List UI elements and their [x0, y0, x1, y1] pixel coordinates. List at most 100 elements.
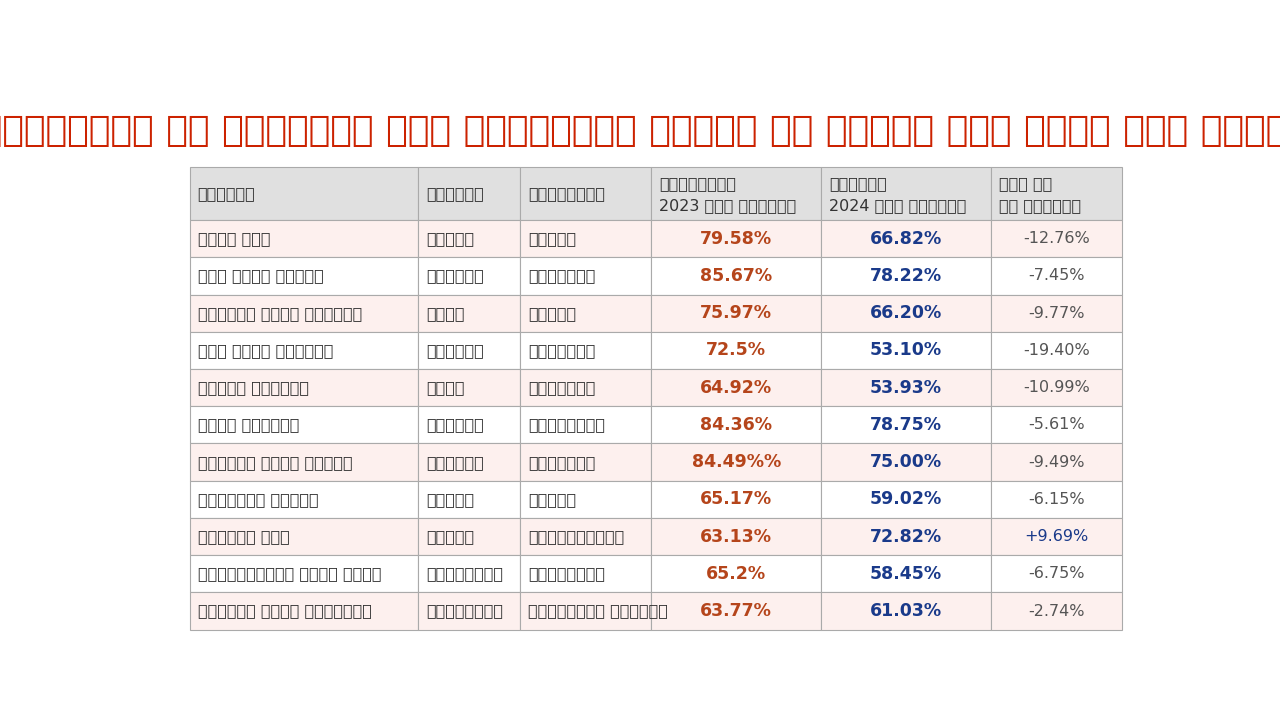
- Bar: [652, 406, 822, 444]
- Text: लोकसभा: लोकसभा: [426, 186, 484, 201]
- Bar: [822, 369, 991, 406]
- Text: गोविंदपुरा: गोविंदपुरा: [527, 529, 625, 544]
- Bar: [189, 444, 419, 481]
- Text: लोकसभा: लोकसभा: [829, 176, 887, 192]
- Text: विश्वास सारंग: विश्वास सारंग: [197, 492, 319, 507]
- Bar: [991, 369, 1123, 406]
- Text: 64.92%: 64.92%: [700, 379, 772, 397]
- Text: ग्वालियर: ग्वालियर: [426, 567, 503, 581]
- Text: प्रद्युम्न सिंह तोमर: प्रद्युम्न सिंह तोमर: [197, 567, 381, 581]
- Bar: [520, 593, 652, 630]
- Text: भिंड: भिंड: [426, 380, 465, 395]
- Text: 85.67%: 85.67%: [700, 267, 772, 285]
- Bar: [652, 369, 822, 406]
- Text: 75.97%: 75.97%: [700, 304, 772, 322]
- Text: -2.74%: -2.74%: [1028, 603, 1085, 618]
- Text: इच्छावर: इच्छावर: [527, 269, 595, 284]
- Bar: [991, 518, 1123, 555]
- Bar: [520, 220, 652, 257]
- Bar: [419, 369, 520, 406]
- Bar: [652, 444, 822, 481]
- Text: ग्वालियर: ग्वालियर: [527, 567, 605, 581]
- Bar: [520, 332, 652, 369]
- Text: 65.2%: 65.2%: [707, 565, 767, 583]
- Bar: [189, 593, 419, 630]
- Bar: [419, 220, 520, 257]
- Bar: [652, 167, 822, 220]
- Text: 61.03%: 61.03%: [870, 602, 942, 620]
- Bar: [991, 257, 1123, 294]
- Bar: [822, 220, 991, 257]
- Text: 66.20%: 66.20%: [870, 304, 942, 322]
- Bar: [991, 332, 1123, 369]
- Bar: [991, 294, 1123, 332]
- Text: बैतूल: बैतूल: [426, 231, 474, 246]
- Text: सारंगपुर: सारंगपुर: [527, 418, 605, 433]
- Bar: [991, 593, 1123, 630]
- Bar: [189, 167, 419, 220]
- Bar: [652, 481, 822, 518]
- Text: मुरैना: मुरैना: [426, 343, 484, 358]
- Text: 84.49%%: 84.49%%: [691, 453, 781, 471]
- Text: -9.77%: -9.77%: [1028, 305, 1085, 320]
- Bar: [822, 518, 991, 555]
- Bar: [991, 481, 1123, 518]
- Bar: [520, 406, 652, 444]
- Bar: [822, 257, 991, 294]
- Text: -7.45%: -7.45%: [1028, 269, 1085, 284]
- Text: एदल सिंह कंषाना: एदल सिंह कंषाना: [197, 343, 333, 358]
- Text: विजय शाह: विजय शाह: [197, 231, 270, 246]
- Bar: [419, 555, 520, 593]
- Text: नारायण सिंह पंवार: नारायण सिंह पंवार: [197, 454, 352, 469]
- Bar: [822, 406, 991, 444]
- Text: -12.76%: -12.76%: [1023, 231, 1091, 246]
- Bar: [189, 332, 419, 369]
- Text: 65.17%: 65.17%: [700, 490, 772, 508]
- Text: मेहगांव: मेहगांव: [527, 380, 595, 395]
- Text: भोपाल: भोपाल: [426, 529, 474, 544]
- Text: विधानसभा: विधानसभा: [659, 176, 736, 192]
- Bar: [189, 481, 419, 518]
- Bar: [189, 369, 419, 406]
- Bar: [991, 406, 1123, 444]
- Text: 2023 में वोटिंग: 2023 में वोटिंग: [659, 197, 796, 212]
- Text: ब्यावरा: ब्यावरा: [527, 454, 595, 469]
- Bar: [520, 369, 652, 406]
- Bar: [520, 444, 652, 481]
- Bar: [822, 555, 991, 593]
- Bar: [520, 481, 652, 518]
- Text: ग्वालियर: ग्वालियर: [426, 603, 503, 618]
- Text: 72.82%: 72.82%: [870, 528, 942, 546]
- Bar: [991, 167, 1123, 220]
- Text: भोपाल: भोपाल: [426, 492, 474, 507]
- Bar: [991, 444, 1123, 481]
- Text: 53.10%: 53.10%: [870, 341, 942, 359]
- Text: सुरखी: सुरखी: [527, 305, 576, 320]
- Bar: [520, 167, 652, 220]
- Text: राजगढ़: राजगढ़: [426, 418, 484, 433]
- Bar: [520, 555, 652, 593]
- Text: 58.45%: 58.45%: [870, 565, 942, 583]
- Text: -6.75%: -6.75%: [1028, 567, 1085, 581]
- Text: नरेला: नरेला: [527, 492, 576, 507]
- Text: नारायण सिंह कुशवाहा: नारायण सिंह कुशवाहा: [197, 603, 371, 618]
- Bar: [822, 481, 991, 518]
- Bar: [822, 167, 991, 220]
- Text: 78.22%: 78.22%: [870, 267, 942, 285]
- Text: 84.36%: 84.36%: [700, 416, 772, 434]
- Bar: [189, 220, 419, 257]
- Text: वोट कम: वोट कम: [1000, 176, 1052, 192]
- Text: या ज्यादा: या ज्यादा: [1000, 197, 1082, 212]
- Text: 78.75%: 78.75%: [870, 416, 942, 434]
- Text: -9.49%: -9.49%: [1028, 454, 1085, 469]
- Bar: [822, 294, 991, 332]
- Bar: [652, 332, 822, 369]
- Bar: [652, 555, 822, 593]
- Text: -5.61%: -5.61%: [1028, 418, 1085, 433]
- Text: विदिशा: विदिशा: [426, 269, 484, 284]
- Text: मंत्रियों के क्षेत्र में विधानसभा चुनाव की तुलना में इतना वोट प्रतिशत: मंत्रियों के क्षेत्र में विधानसभा चुनाव …: [0, 114, 1280, 148]
- Bar: [652, 220, 822, 257]
- Bar: [822, 593, 991, 630]
- Bar: [822, 444, 991, 481]
- Bar: [419, 332, 520, 369]
